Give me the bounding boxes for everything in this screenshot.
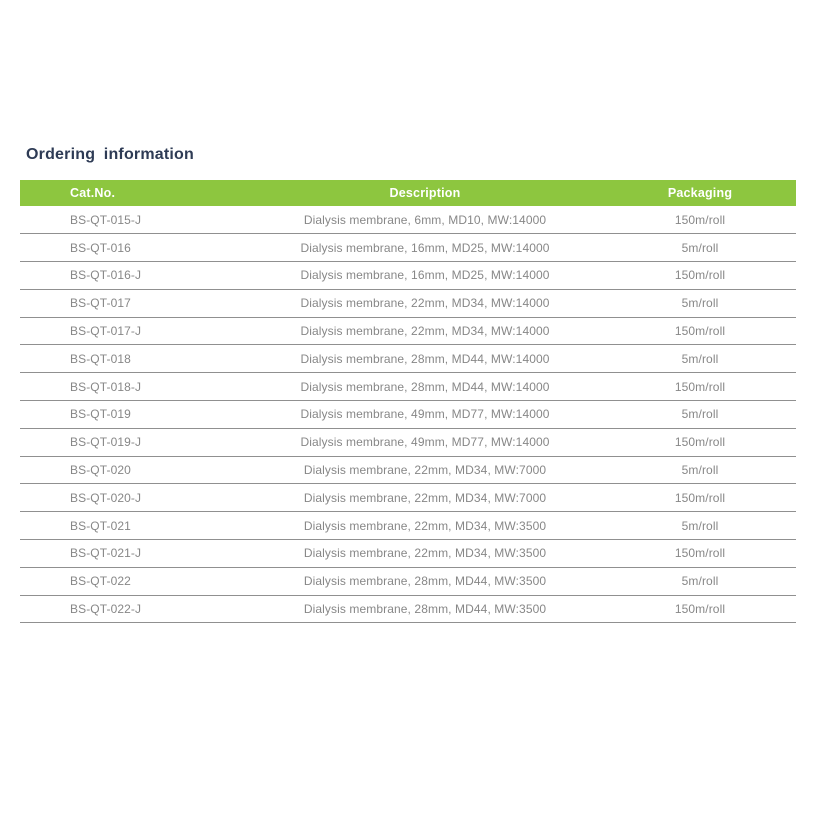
cell-cat-no: BS-QT-016-J	[20, 261, 246, 290]
cell-description: Dialysis membrane, 28mm, MD44, MW:14000	[246, 344, 604, 374]
cell-cat-no: BS-QT-016	[20, 233, 246, 263]
cell-cat-no: BS-QT-020-J	[20, 483, 246, 513]
cell-description: Dialysis membrane, 28mm, MD44, MW:14000	[246, 372, 604, 402]
cell-description: Dialysis membrane, 49mm, MD77, MW:14000	[246, 428, 604, 457]
table-row: BS-QT-019 Dialysis membrane, 49mm, MD77, …	[20, 400, 796, 429]
cell-packaging: 150m/roll	[604, 539, 796, 568]
cell-description: Dialysis membrane, 22mm, MD34, MW:3500	[246, 511, 604, 541]
cell-description: Dialysis membrane, 16mm, MD25, MW:14000	[246, 233, 604, 263]
cell-packaging: 5m/roll	[604, 400, 796, 429]
cell-description: Dialysis membrane, 22mm, MD34, MW:14000	[246, 317, 604, 346]
table-row: BS-QT-020-J Dialysis membrane, 22mm, MD34…	[20, 483, 796, 513]
cell-packaging: 150m/roll	[604, 261, 796, 290]
section-title: Ordering information	[26, 146, 194, 163]
cell-packaging: 150m/roll	[604, 372, 796, 402]
cell-description: Dialysis membrane, 22mm, MD34, MW:14000	[246, 289, 604, 318]
cell-description: Dialysis membrane, 49mm, MD77, MW:14000	[246, 400, 604, 429]
cell-cat-no: BS-QT-022	[20, 567, 246, 596]
table-body: BS-QT-015-J Dialysis membrane, 6mm, MD10,…	[20, 206, 796, 624]
cell-packaging: 5m/roll	[604, 289, 796, 318]
cell-packaging: 5m/roll	[604, 511, 796, 541]
table-row: BS-QT-015-J Dialysis membrane, 6mm, MD10,…	[20, 206, 796, 235]
cell-packaging: 150m/roll	[604, 428, 796, 457]
cell-description: Dialysis membrane, 16mm, MD25, MW:14000	[246, 261, 604, 290]
cell-cat-no: BS-QT-017-J	[20, 317, 246, 346]
table-row: BS-QT-017-J Dialysis membrane, 22mm, MD34…	[20, 317, 796, 346]
table-row: BS-QT-020 Dialysis membrane, 22mm, MD34, …	[20, 456, 796, 485]
cell-description: Dialysis membrane, 22mm, MD34, MW:7000	[246, 483, 604, 513]
header-row: Cat.No. Description Packaging	[20, 180, 796, 206]
cell-cat-no: BS-QT-019	[20, 400, 246, 429]
table-row: BS-QT-021-J Dialysis membrane, 22mm, MD34…	[20, 539, 796, 568]
cell-cat-no: BS-QT-021	[20, 511, 246, 541]
cell-cat-no: BS-QT-021-J	[20, 539, 246, 568]
cell-packaging: 150m/roll	[604, 595, 796, 624]
cell-packaging: 5m/roll	[604, 233, 796, 263]
table-row: BS-QT-017 Dialysis membrane, 22mm, MD34, …	[20, 289, 796, 318]
table-row: BS-QT-022 Dialysis membrane, 28mm, MD44, …	[20, 567, 796, 596]
cell-description: Dialysis membrane, 22mm, MD34, MW:3500	[246, 539, 604, 568]
cell-packaging: 150m/roll	[604, 483, 796, 513]
column-header-packaging: Packaging	[604, 180, 796, 206]
cell-description: Dialysis membrane, 22mm, MD34, MW:7000	[246, 456, 604, 485]
cell-cat-no: BS-QT-020	[20, 456, 246, 485]
cell-cat-no: BS-QT-015-J	[20, 206, 246, 235]
table-row: BS-QT-018-J Dialysis membrane, 28mm, MD44…	[20, 372, 796, 402]
cell-cat-no: BS-QT-018-J	[20, 372, 246, 402]
table-row: BS-QT-021 Dialysis membrane, 22mm, MD34, …	[20, 511, 796, 541]
cell-packaging: 150m/roll	[604, 317, 796, 346]
table-header: Cat.No. Description Packaging	[20, 180, 796, 206]
table-row: BS-QT-022-J Dialysis membrane, 28mm, MD44…	[20, 595, 796, 624]
table-row: BS-QT-018 Dialysis membrane, 28mm, MD44, …	[20, 344, 796, 374]
cell-cat-no: BS-QT-019-J	[20, 428, 246, 457]
ordering-table: Cat.No. Description Packaging BS-QT-015-…	[20, 180, 796, 624]
column-header-description: Description	[246, 180, 604, 206]
table-row: BS-QT-016 Dialysis membrane, 16mm, MD25, …	[20, 233, 796, 263]
cell-description: Dialysis membrane, 6mm, MD10, MW:14000	[246, 206, 604, 235]
column-header-cat-no: Cat.No.	[20, 180, 246, 206]
cell-cat-no: BS-QT-017	[20, 289, 246, 318]
cell-packaging: 5m/roll	[604, 456, 796, 485]
table-row: BS-QT-019-J Dialysis membrane, 49mm, MD77…	[20, 428, 796, 457]
cell-cat-no: BS-QT-018	[20, 344, 246, 374]
cell-description: Dialysis membrane, 28mm, MD44, MW:3500	[246, 567, 604, 596]
cell-packaging: 150m/roll	[604, 206, 796, 235]
cell-packaging: 5m/roll	[604, 344, 796, 374]
cell-packaging: 5m/roll	[604, 567, 796, 596]
cell-cat-no: BS-QT-022-J	[20, 595, 246, 624]
cell-description: Dialysis membrane, 28mm, MD44, MW:3500	[246, 595, 604, 624]
table-row: BS-QT-016-J Dialysis membrane, 16mm, MD25…	[20, 261, 796, 290]
